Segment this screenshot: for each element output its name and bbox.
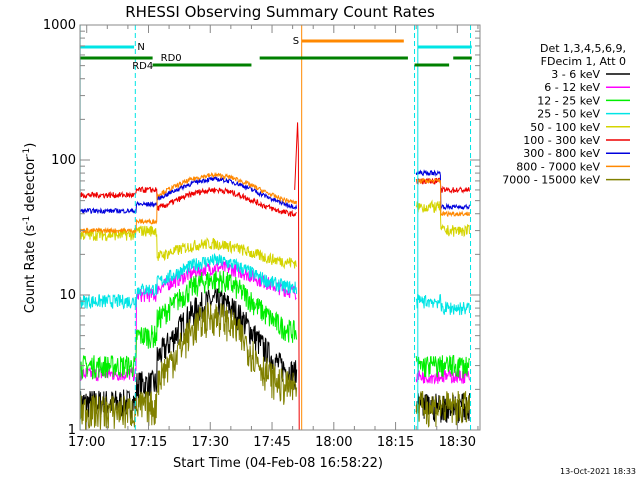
series-layer [79, 122, 470, 431]
legend-label: 800 - 7000 keV [516, 160, 600, 173]
legend-label: 300 - 800 keV [523, 147, 600, 160]
series-line [415, 354, 470, 379]
x-tick-label: 17:30 [192, 435, 229, 450]
series-line [79, 260, 297, 382]
series-line [79, 302, 298, 431]
series-line [415, 169, 470, 211]
x-tick-label: 18:00 [315, 435, 352, 450]
series-line [415, 199, 470, 238]
footer-date: 13-Oct-2021 18:33 [560, 467, 636, 476]
x-axis-label: Start Time (04-Feb-08 16:58:22) [173, 456, 383, 471]
y-tick-label: 1000 [43, 18, 76, 33]
series-line [79, 171, 298, 235]
x-tick-label: 17:00 [68, 435, 105, 450]
x-tick-label: 18:15 [377, 435, 414, 450]
y-tick-label: 1 [68, 423, 76, 438]
y-axis-label: Count Rate (s-1 detector-1) [22, 143, 38, 314]
flag-label: S [293, 36, 299, 47]
flag-label: RD4 [132, 61, 153, 72]
series-line [79, 252, 298, 310]
series-line [415, 177, 470, 194]
y-tick-label: 10 [59, 288, 76, 303]
series-line [415, 393, 470, 424]
x-tick-label: 17:15 [130, 435, 167, 450]
plot-frame [79, 24, 481, 431]
legend-label: 25 - 50 keV [537, 108, 600, 121]
legend-label: 7000 - 15000 keV [502, 174, 600, 187]
flag-label: RD0 [161, 53, 182, 64]
series-line [415, 293, 470, 316]
legend-label: 3 - 6 keV [551, 68, 600, 81]
series-line [79, 175, 298, 215]
series-spike [294, 122, 300, 431]
legend-header: FDecim 1, Att 0 [541, 55, 626, 68]
series-line [79, 186, 297, 217]
legend-label: 6 - 12 keV [544, 81, 600, 94]
x-axis: 17:00 17:15 17:30 17:45 18:00 18:15 18:30 [68, 25, 479, 450]
flag-label: N [137, 42, 144, 53]
legend-header: Det 1,3,4,5,6,9, [540, 42, 626, 55]
series-line [415, 390, 470, 428]
x-tick-label: 17:45 [253, 435, 290, 450]
legend-label: 12 - 25 keV [537, 94, 600, 107]
series-line [79, 270, 298, 381]
legend-label: 100 - 300 keV [523, 134, 600, 147]
chart-title: RHESSI Observing Summary Count Rates [125, 3, 435, 21]
legend-label: 50 - 100 keV [530, 121, 600, 134]
y-tick-label: 100 [51, 153, 76, 168]
series-line [415, 177, 470, 218]
y-axis: 1 10 100 1000 [43, 18, 480, 438]
legend: Det 1,3,4,5,6,9,FDecim 1, Att 03 - 6 keV… [502, 42, 630, 187]
x-tick-label: 18:30 [439, 435, 476, 450]
